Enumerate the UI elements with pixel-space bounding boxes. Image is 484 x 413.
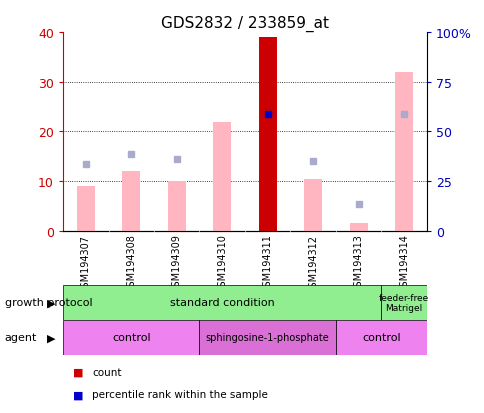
Text: ■: ■: [73, 389, 83, 399]
Bar: [63, 320, 199, 355]
Text: GSM194308: GSM194308: [126, 234, 136, 293]
Bar: [199, 320, 335, 355]
Text: count: count: [92, 367, 121, 377]
Text: control: control: [112, 332, 150, 343]
Text: growth protocol: growth protocol: [5, 297, 92, 308]
Text: GSM194311: GSM194311: [262, 234, 272, 293]
Text: GSM194313: GSM194313: [353, 234, 363, 293]
Title: GDS2832 / 233859_at: GDS2832 / 233859_at: [161, 16, 328, 32]
Bar: [76, 187, 95, 231]
Text: GSM194314: GSM194314: [398, 234, 408, 293]
Text: feeder-free
Matrigel: feeder-free Matrigel: [378, 293, 428, 312]
Text: percentile rank within the sample: percentile rank within the sample: [92, 389, 268, 399]
Bar: [258, 38, 276, 231]
Bar: [303, 179, 321, 231]
Bar: [394, 73, 412, 231]
Text: GSM194310: GSM194310: [217, 234, 227, 293]
Text: sphingosine-1-phosphate: sphingosine-1-phosphate: [205, 332, 329, 343]
Bar: [122, 172, 140, 231]
Bar: [167, 182, 185, 231]
Text: GSM194312: GSM194312: [307, 234, 318, 293]
Bar: [335, 320, 426, 355]
Text: value, Detection Call = ABSENT: value, Detection Call = ABSENT: [92, 412, 257, 413]
Text: GSM194307: GSM194307: [81, 234, 91, 293]
Text: ■: ■: [73, 412, 83, 413]
Text: GSM194309: GSM194309: [171, 234, 182, 293]
Text: control: control: [361, 332, 400, 343]
Bar: [212, 122, 231, 231]
Bar: [63, 285, 380, 320]
Bar: [349, 224, 367, 231]
Text: ▶: ▶: [46, 332, 55, 343]
Text: standard condition: standard condition: [169, 297, 274, 308]
Text: ■: ■: [73, 367, 83, 377]
Text: ▶: ▶: [46, 297, 55, 308]
Bar: [380, 285, 426, 320]
Text: agent: agent: [5, 332, 37, 343]
